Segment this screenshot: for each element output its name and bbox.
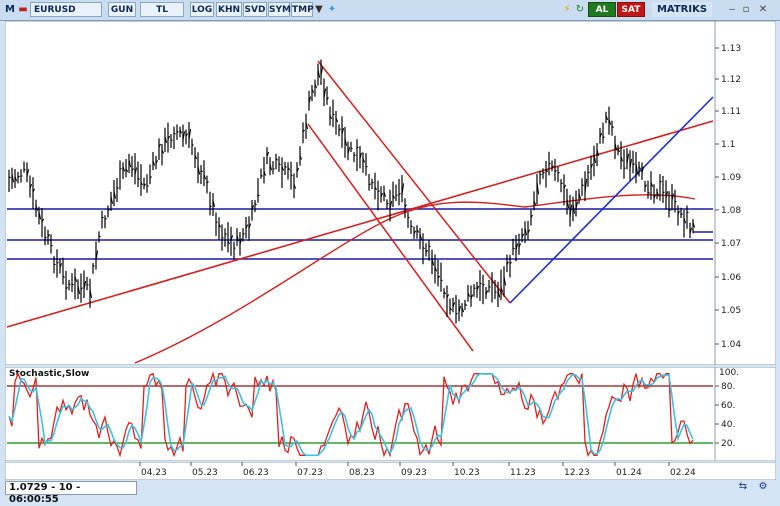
twitter-icon[interactable]: ✦	[326, 2, 338, 17]
price-bar-close	[102, 217, 104, 218]
log-button[interactable]: LOG	[190, 2, 214, 17]
price-chart[interactable]: 1.13 1.12 1.11 1.1 1.09 1.08 1.07 1.06 1.05 1.04	[5, 21, 776, 365]
time-axis: 04.23 05.23 06.23 07.23 08.23 09.23 10.23 11.23…	[5, 462, 776, 480]
price-bar-close	[603, 137, 605, 138]
price-tick-label: 1.06	[721, 273, 741, 283]
price-bar-close	[429, 246, 431, 247]
price-bar-close	[408, 217, 410, 218]
symbol-field[interactable]: EURUSD	[30, 2, 102, 17]
price-tick-label: 1.07	[721, 239, 741, 249]
stoch-tick-label: 60.	[721, 401, 735, 411]
lightning-icon[interactable]: ⚡	[561, 2, 573, 17]
time-tick-label: 05.23	[192, 468, 218, 478]
time-tick-label: 04.23	[141, 468, 167, 478]
stoch-tick-label: 80.	[721, 382, 735, 392]
price-tick-label: 1.13	[721, 44, 741, 54]
price-tick-label: 1.09	[721, 173, 741, 183]
time-tick-label: 06.23	[243, 468, 269, 478]
brand-logo: MATRIKS	[652, 2, 712, 17]
svd-button[interactable]: SVD	[243, 2, 267, 17]
khn-button[interactable]: KHN	[216, 2, 242, 17]
sell-button[interactable]: SAT	[617, 2, 645, 17]
price-bar-close	[171, 140, 173, 141]
price-tick-label: 1.05	[721, 306, 741, 316]
price-tick-label: 1.1	[721, 140, 735, 150]
restore-icon[interactable]: ▫	[740, 2, 752, 17]
time-tick-label: 09.23	[401, 468, 427, 478]
time-tick-label: 07.23	[297, 468, 323, 478]
time-tick-label: 11.23	[510, 468, 536, 478]
price-bar-close	[480, 283, 482, 284]
time-tick-label: 01.24	[616, 468, 642, 478]
price-bar-close	[540, 174, 542, 175]
dropdown-arrow-icon[interactable]: ▼	[314, 2, 324, 17]
price-readout: 1.0729 - 10 - 06:00:55	[5, 481, 137, 495]
sync-icon[interactable]: ⇆	[736, 480, 750, 493]
time-tick-label: 12.23	[564, 468, 590, 478]
stoch-tick-label: 20.	[721, 439, 735, 449]
price-bar-close	[291, 175, 293, 176]
price-bar-close	[549, 163, 551, 164]
toolbar: M ▬ EURUSD GUN TL LOG KHN SVD SYM TMP ▼ …	[0, 0, 780, 21]
price-bar-close	[225, 234, 227, 235]
buy-button[interactable]: AL	[588, 2, 616, 17]
price-bar-close	[261, 175, 263, 176]
sym-button[interactable]: SYM	[268, 2, 290, 17]
stochastic-panel[interactable]: Stochastic,Slow 100. 80. 60. 40. 20.	[5, 367, 776, 461]
close-icon[interactable]: ✕	[756, 2, 770, 17]
m-icon[interactable]: M	[4, 2, 16, 17]
price-bar-close	[351, 148, 353, 149]
price-tick-label: 1.11	[721, 107, 741, 117]
time-tick-label: 02.24	[670, 468, 696, 478]
settings-icon[interactable]: ⚙	[754, 480, 772, 493]
price-tick-label: 1.08	[721, 206, 741, 216]
stoch-tick-top: 100.	[719, 368, 739, 378]
refresh-icon[interactable]: ↻	[574, 2, 586, 17]
price-tick-label: 1.04	[721, 340, 741, 350]
price-tick-label: 1.12	[721, 75, 741, 85]
price-bar-close	[378, 191, 380, 192]
stochastic-title: Stochastic,Slow	[9, 369, 89, 379]
price-bar-close	[624, 168, 626, 169]
time-tick-label: 08.23	[349, 468, 375, 478]
period-tl-button[interactable]: TL	[140, 2, 184, 17]
flag-icon: ▬	[17, 2, 29, 17]
minimize-icon[interactable]: ‒	[726, 2, 738, 17]
time-tick-label: 10.23	[454, 468, 480, 478]
price-bar-close	[663, 192, 665, 193]
price-bar-close	[513, 248, 515, 249]
tmp-button[interactable]: TMP	[291, 2, 313, 17]
period-gun-button[interactable]: GUN	[108, 2, 136, 17]
stoch-tick-label: 40.	[721, 420, 735, 430]
status-bar: 1.0729 - 10 - 06:00:55 ⇆ ⚙	[0, 480, 780, 494]
